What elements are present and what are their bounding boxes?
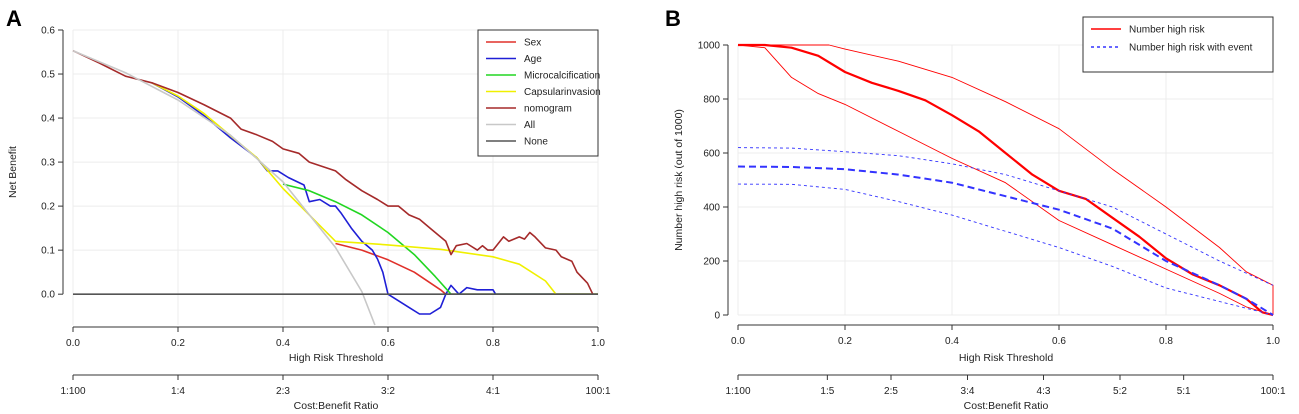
cost-benefit-tick-label: 5:1 — [1177, 386, 1191, 397]
x-tick-label: 1.0 — [591, 338, 605, 349]
x-tick-label: 0.4 — [276, 338, 290, 349]
panel-a-cost-benefit-axis: 1:100 1:4 2:3 3:2 4:1 100:1 — [60, 374, 611, 397]
cost-benefit-tick-label: 1:5 — [820, 386, 834, 397]
x-tick-label: 1.0 — [1266, 336, 1280, 347]
series-line-number-high-risk-with-event — [737, 165, 1274, 316]
y-tick-label: 800 — [703, 95, 720, 106]
series-line-nomogram — [72, 49, 594, 295]
cost-benefit-tick-label: 1:100 — [60, 386, 85, 397]
x-tick-label: 0.0 — [731, 336, 745, 347]
legend-label: Capsularinvasion — [524, 87, 601, 98]
panel-b: B 0.0 0.2 0.4 0.6 0.8 1.0 0 200 400 600 800 1000 Nu… — [665, 6, 1286, 412]
x-tick-label: 0.6 — [381, 338, 395, 349]
panel-b-cost-benefit-label: Cost:Benefit Ratio — [964, 400, 1049, 412]
y-tick-label: 1000 — [698, 41, 721, 52]
cost-benefit-tick-label: 2:3 — [276, 386, 290, 397]
panel-b-letter: B — [665, 6, 681, 31]
x-tick-label: 0.8 — [1159, 336, 1173, 347]
legend-label: Age — [524, 54, 542, 65]
series-line-microcalcification — [282, 183, 598, 295]
panel-a-cost-benefit-label: Cost:Benefit Ratio — [294, 400, 379, 412]
cost-benefit-tick-label: 2:5 — [884, 386, 898, 397]
panel-a-legend: Sex Age Microcalcification Capsularinvasion… — [477, 29, 601, 157]
legend-box — [477, 29, 599, 157]
y-tick-label: 200 — [703, 257, 720, 268]
cost-benefit-tick-label: 1:4 — [171, 386, 185, 397]
y-tick-label: 0 — [714, 311, 720, 322]
panel-a-y-label: Net Benefit — [7, 146, 19, 198]
panel-b-grid — [737, 44, 1274, 316]
series-line-number-high-risk-with-event-lower — [737, 183, 1274, 316]
y-tick-label: 0.4 — [41, 114, 55, 125]
panel-a-letter: A — [6, 6, 22, 31]
series-line-number-high-risk-lower — [737, 44, 1274, 316]
x-tick-label: 0.2 — [838, 336, 852, 347]
panel-a-axes: 0.0 0.2 0.4 0.6 0.8 1.0 0.0 0.1 0.2 0.3 0.4 0.5 0.6 — [41, 26, 605, 350]
x-tick-label: 0.8 — [486, 338, 500, 349]
legend-box — [1082, 16, 1274, 73]
cost-benefit-tick-label: 4:1 — [486, 386, 500, 397]
cost-benefit-tick-label: 3:2 — [381, 386, 395, 397]
cost-benefit-tick-label: 3:4 — [961, 386, 975, 397]
y-tick-label: 0.0 — [41, 290, 55, 301]
series-line-capsularinvasion — [151, 82, 598, 295]
panel-b-cost-benefit-axis: 1:100 1:5 2:5 3:4 4:3 5:2 5:1 100:1 — [725, 374, 1286, 397]
x-tick-label: 0.4 — [945, 336, 959, 347]
series-line-number-high-risk-upper — [738, 44, 1274, 315]
y-tick-label: 0.3 — [41, 158, 55, 169]
legend-label: Microcalcification — [524, 71, 600, 82]
x-tick-label: 0.2 — [171, 338, 185, 349]
panel-b-x-label: High Risk Threshold — [959, 352, 1054, 364]
cost-benefit-tick-label: 100:1 — [585, 386, 610, 397]
panel-b-axes: 0.0 0.2 0.4 0.6 0.8 1.0 0 200 400 600 800 1000 — [698, 41, 1281, 348]
cost-benefit-tick-label: 4:3 — [1037, 386, 1051, 397]
panel-b-series — [737, 43, 1274, 317]
cost-benefit-tick-label: 1:100 — [725, 386, 750, 397]
series-line-number-high-risk — [738, 43, 1274, 317]
cost-benefit-tick-label: 5:2 — [1113, 386, 1127, 397]
panel-a-series — [72, 49, 598, 326]
y-tick-label: 600 — [703, 149, 720, 160]
series-line-all — [72, 49, 376, 326]
panel-b-y-label: Number high risk (out of 1000) — [673, 109, 685, 251]
legend-label: Number high risk with event — [1129, 43, 1253, 54]
x-tick-label: 0.6 — [1052, 336, 1066, 347]
cost-benefit-tick-label: 100:1 — [1260, 386, 1285, 397]
legend-label: nomogram — [524, 104, 572, 115]
y-tick-label: 0.5 — [41, 70, 55, 81]
panel-b-legend: Number high risk Number high risk with ev… — [1082, 16, 1274, 73]
x-tick-label: 0.0 — [66, 338, 80, 349]
panel-a-x-label: High Risk Threshold — [289, 352, 384, 364]
y-tick-label: 400 — [703, 203, 720, 214]
legend-label: None — [524, 137, 548, 148]
legend-label: All — [524, 120, 535, 131]
y-tick-label: 0.6 — [41, 26, 55, 37]
panel-a: A 0.0 0.2 0.4 0.6 0.8 1.00.00.10.20.30.40.50.… — [6, 6, 611, 412]
y-tick-label: 0.2 — [41, 202, 55, 213]
y-tick-label: 0.1 — [41, 246, 55, 257]
legend-label: Number high risk — [1129, 25, 1206, 36]
series-line-sex — [335, 242, 598, 295]
legend-label: Sex — [524, 38, 541, 49]
